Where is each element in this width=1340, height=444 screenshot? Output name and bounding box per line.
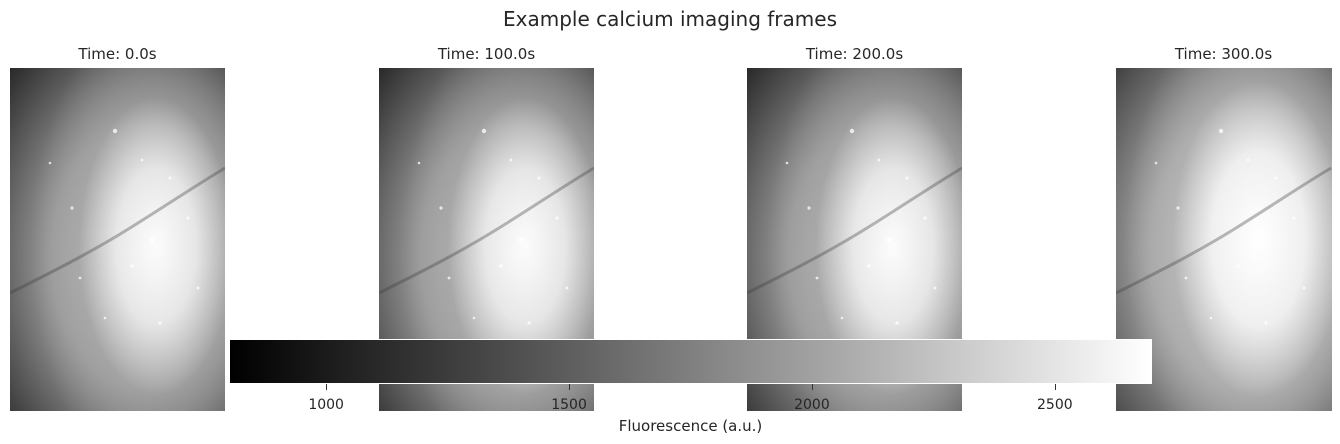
cell-spot xyxy=(785,161,789,165)
cell-spot xyxy=(472,316,476,320)
cell-spot xyxy=(877,158,881,162)
panel-title-2: Time: 200.0s xyxy=(805,45,904,63)
cell-spot xyxy=(840,316,844,320)
cell-spot xyxy=(168,176,172,180)
blood-vessel-line xyxy=(747,166,962,295)
frame-texture-0 xyxy=(10,128,225,325)
imaging-frame-3 xyxy=(1116,68,1332,411)
cell-spot xyxy=(70,206,74,210)
frame-texture-1 xyxy=(379,128,594,325)
cell-spot xyxy=(518,237,524,243)
cell-spot xyxy=(112,128,118,134)
cell-spot xyxy=(1176,206,1180,210)
colorbar-tick-3 xyxy=(1054,384,1056,390)
colorbar-tick-label-0: 1000 xyxy=(308,397,344,413)
cell-spot xyxy=(140,158,144,162)
cell-spot xyxy=(886,237,892,243)
imaging-frame-0 xyxy=(10,68,225,411)
cell-spot xyxy=(565,286,569,290)
cell-spot xyxy=(527,321,531,325)
cell-spot xyxy=(509,158,513,162)
blood-vessel-line xyxy=(1116,166,1332,295)
panel-title-3: Time: 300.0s xyxy=(1174,45,1273,63)
frame-texture-2 xyxy=(747,128,962,325)
cell-spot xyxy=(439,206,443,210)
cell-spot xyxy=(867,264,871,268)
cell-spot xyxy=(1184,276,1188,280)
cell-spot xyxy=(1246,158,1250,162)
cell-spot xyxy=(103,316,107,320)
cell-spot xyxy=(1302,286,1306,290)
cell-spot xyxy=(149,237,155,243)
cell-spot xyxy=(895,321,899,325)
cell-spot xyxy=(1264,321,1268,325)
cell-spot xyxy=(78,276,82,280)
cell-spot xyxy=(849,128,855,134)
cell-spot xyxy=(905,176,909,180)
cell-spot xyxy=(1218,128,1224,134)
cell-spot xyxy=(130,264,134,268)
cell-spot xyxy=(555,216,559,220)
colorbar-tick-label-1: 1500 xyxy=(551,397,587,413)
cell-spot xyxy=(923,216,927,220)
cell-spot xyxy=(186,216,190,220)
colorbar-tick-label-2: 2000 xyxy=(794,397,830,413)
cell-spot xyxy=(1274,176,1278,180)
figure-title: Example calcium imaging frames xyxy=(502,7,837,31)
panel-title-0: Time: 0.0s xyxy=(78,45,157,63)
cell-spot xyxy=(417,161,421,165)
cell-spot xyxy=(158,321,162,325)
cell-spot xyxy=(933,286,937,290)
cell-spot xyxy=(1255,237,1261,243)
cell-spot xyxy=(807,206,811,210)
colorbar xyxy=(229,339,1152,384)
cell-spot xyxy=(481,128,487,134)
cell-spot xyxy=(1209,316,1213,320)
cell-spot xyxy=(499,264,503,268)
cell-spot xyxy=(815,276,819,280)
colorbar-label: Fluorescence (a.u.) xyxy=(618,417,763,435)
cell-spot xyxy=(1236,264,1240,268)
panel-title-1: Time: 100.0s xyxy=(437,45,536,63)
cell-spot xyxy=(1154,161,1158,165)
colorbar-tick-0 xyxy=(326,384,328,390)
frame-texture-3 xyxy=(1116,128,1332,325)
cell-spot xyxy=(1292,216,1296,220)
cell-spot xyxy=(537,176,541,180)
colorbar-tick-label-3: 2500 xyxy=(1037,397,1073,413)
cell-spot xyxy=(447,276,451,280)
cell-spot xyxy=(196,286,200,290)
colorbar-tick-2 xyxy=(811,384,813,390)
cell-spot xyxy=(48,161,52,165)
blood-vessel-line xyxy=(379,166,594,295)
colorbar-tick-1 xyxy=(569,384,571,390)
blood-vessel-line xyxy=(10,166,225,295)
